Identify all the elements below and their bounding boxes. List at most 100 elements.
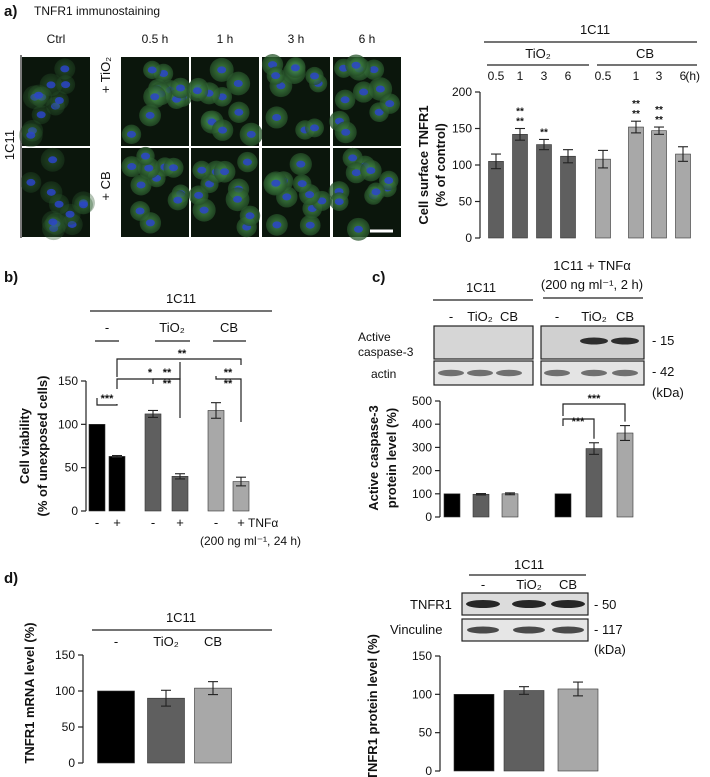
- nucleus: [48, 218, 58, 226]
- nucleus: [46, 81, 56, 89]
- chart-c-bracket: [562, 418, 595, 439]
- nucleus: [145, 111, 155, 119]
- chart-a-x-label: 0.5: [595, 69, 612, 83]
- chart-a-tick-label: 100: [452, 158, 472, 172]
- chart-d2-bar: [503, 690, 545, 772]
- chart-b-bar: [88, 424, 106, 512]
- chart-a-ylabel: Cell surface TNFR1: [416, 105, 431, 224]
- chart-b-bracket: [116, 362, 181, 389]
- chart-d1-bar: [147, 697, 185, 764]
- blot-c-header: 1C11 + TNFα: [553, 258, 631, 273]
- nucleus: [282, 193, 292, 201]
- blot-c-band: [544, 369, 570, 377]
- blot-d: 1C11 - TiO₂ CB TNFR1 Vinculine - 50 - 117 (kDa): [390, 557, 626, 657]
- blot-c-lane-label: -: [555, 309, 559, 324]
- chart-b-group-label: CB: [220, 320, 238, 335]
- chart-a-significance: **: [632, 99, 640, 110]
- chart-c-tick-label: 200: [412, 464, 432, 478]
- nucleus: [272, 221, 282, 229]
- nucleus: [54, 200, 64, 208]
- chart-b-treatment-note: (200 ng ml⁻¹, 24 h): [200, 534, 301, 548]
- blot-c-lane-label: TiO₂: [467, 309, 493, 324]
- chart-a-ylabel: (% of control): [433, 123, 448, 207]
- chart-a-unit: (h): [685, 69, 700, 83]
- chart-b-significance: **: [163, 367, 172, 379]
- chart-b-bar: [108, 456, 126, 512]
- blot-c-band: [438, 369, 464, 377]
- blot-c-marker: (kDa): [652, 385, 684, 400]
- chart-a-significance: **: [516, 117, 524, 128]
- panel-c-label: c): [372, 269, 385, 286]
- chart-a-significance: **: [655, 105, 663, 116]
- nucleus: [150, 93, 160, 101]
- nucleus: [375, 85, 385, 93]
- chart-d1-tick-label: 50: [62, 720, 76, 734]
- blot-d-marker: - 50: [594, 597, 616, 612]
- chart-b-bar: [171, 476, 189, 512]
- chart-d2-ylabel: TNFR1 protein level (%): [365, 634, 380, 777]
- nucleus: [54, 97, 64, 105]
- chart-a-significance: **: [516, 107, 524, 118]
- nucleus: [26, 178, 36, 186]
- nucleus: [351, 169, 361, 177]
- chart-c-tick-label: 100: [412, 487, 432, 501]
- nucleus: [159, 69, 169, 77]
- chart-d1-x-label: CB: [204, 634, 222, 649]
- nucleus: [192, 87, 202, 95]
- chart-c-bar: [472, 493, 490, 518]
- nucleus: [60, 65, 70, 73]
- chart-a-bar: [595, 158, 611, 239]
- nucleus: [78, 201, 88, 209]
- chart-c-significance: ***: [588, 393, 602, 405]
- time-column-label: Ctrl: [47, 32, 66, 46]
- nucleus: [199, 206, 209, 214]
- chart-b-treatment: TNFα: [248, 516, 278, 530]
- blot-c-band: [496, 369, 522, 377]
- chart-d1-x-label: -: [114, 634, 118, 649]
- nucleus: [371, 188, 381, 196]
- nucleus: [290, 64, 300, 72]
- nucleus: [46, 188, 56, 196]
- chart-c-bar: [443, 493, 461, 518]
- nucleus: [26, 131, 36, 139]
- chart-a-significance: **: [655, 115, 663, 126]
- nucleus: [305, 191, 315, 199]
- chart-d2-tick-label: 150: [412, 649, 432, 663]
- chart-a-tick-label: 150: [452, 122, 472, 136]
- chart-d1-tick-label: 100: [55, 684, 75, 698]
- blot-c-header: (200 ng ml⁻¹, 2 h): [541, 277, 643, 292]
- nucleus: [272, 113, 282, 121]
- chart-b-x-label: +: [176, 515, 184, 530]
- time-column-label: 1 h: [217, 32, 234, 46]
- chart-c-ylabel: protein level (%): [384, 408, 399, 508]
- micrograph-grid: Ctrl 0.5 h 1 h 3 h 6 h: [18, 32, 401, 241]
- blot-c-membrane: [433, 325, 534, 360]
- nucleus: [168, 164, 178, 172]
- blot-c-header: 1C11: [466, 280, 496, 295]
- chart-b-ylabel: (% of unexposed cells): [35, 376, 50, 517]
- chart-b-significance: **: [224, 378, 233, 390]
- nucleus: [374, 108, 384, 116]
- nucleus: [296, 160, 306, 168]
- panel-d-label: d): [4, 570, 18, 587]
- nucleus: [242, 158, 252, 166]
- chart-b-x-label: -: [151, 515, 155, 530]
- nucleus: [61, 81, 71, 89]
- blot-d-header: 1C11: [514, 557, 544, 572]
- blot-c-band: [581, 369, 607, 377]
- nucleus: [385, 100, 395, 108]
- chart-a-cell-line: 1C11: [580, 22, 610, 37]
- chart-c-bar: [585, 448, 603, 518]
- blot-d-band: [551, 600, 585, 608]
- nucleus: [197, 166, 207, 174]
- chart-b-significance: **: [163, 378, 172, 390]
- chart-d1-ylabel: TNFR1 mRNA level (%): [22, 622, 37, 763]
- blot-d-band: [512, 600, 546, 608]
- nucleus: [348, 154, 358, 162]
- nucleus: [271, 179, 281, 187]
- nucleus: [310, 72, 320, 80]
- panel-a-label: a): [4, 3, 17, 20]
- blot-d-row-label: TNFR1: [410, 597, 452, 612]
- chart-c: 0 100 200 300 400 500 Active caspase-3 protein …: [366, 393, 634, 524]
- nucleus: [126, 130, 136, 138]
